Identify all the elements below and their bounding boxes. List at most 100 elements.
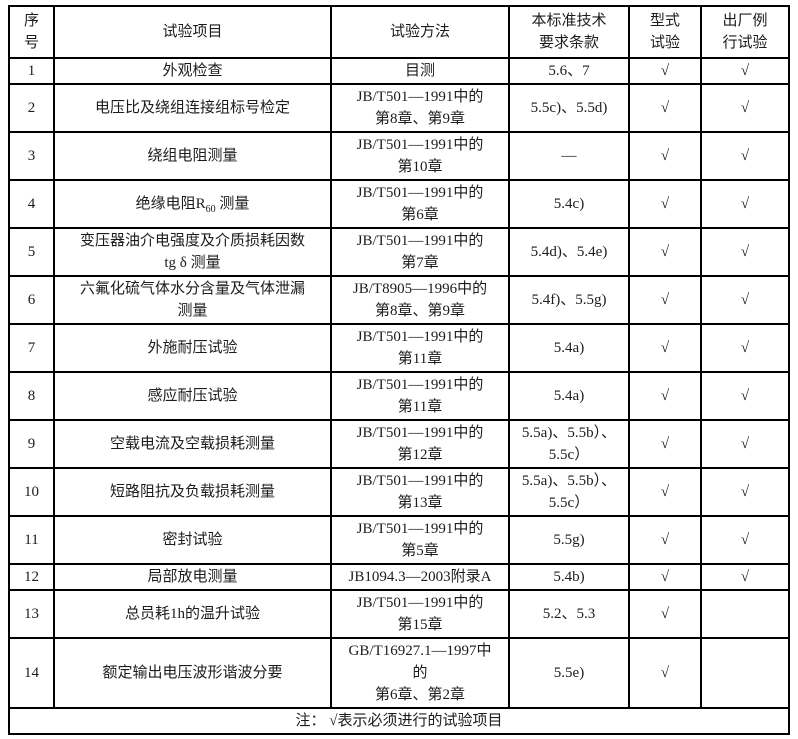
cell-line: 5.4d)、5.4e) bbox=[530, 244, 608, 260]
cell-no: 12 bbox=[8, 563, 55, 591]
note-cell: 注： √表示必须进行的试验项目 bbox=[8, 707, 790, 735]
table-row: 7 外施耐压试验 JB/T501—1991中的 第11章 5.4a) √ √ bbox=[8, 323, 790, 373]
cell-line: 绝缘电阻R60 测量 bbox=[57, 193, 328, 215]
cell-no: 1 bbox=[8, 57, 55, 85]
cell-clause: 5.4a) bbox=[508, 323, 630, 373]
cell-item: 感应耐压试验 bbox=[53, 371, 332, 421]
table-row: 9 空载电流及空载损耗测量 JB/T501—1991中的 第12章 5.5a)、5.5b… bbox=[8, 419, 790, 469]
cell-type-test: √ bbox=[628, 179, 702, 229]
cell-line: GB/T16927.1—1997中 bbox=[348, 643, 492, 659]
cell-line: 第13章 bbox=[397, 495, 443, 511]
cell-line: 第8章、第9章 bbox=[374, 303, 465, 319]
cell-line: 5.5a)、5.5b）、 bbox=[521, 425, 617, 441]
cell-item: 外观检查 bbox=[53, 57, 332, 85]
cell-clause: 5.4f)、5.5g) bbox=[508, 275, 630, 325]
cell-item: 局部放电测量 bbox=[53, 563, 332, 591]
header-col-clause: 本标准技术 要求条款 bbox=[508, 5, 630, 59]
check-mark: √ bbox=[740, 484, 750, 500]
cell-line: 第15章 bbox=[397, 617, 443, 633]
cell-line: 密封试验 bbox=[162, 532, 223, 548]
cell-line: 变压器油介电强度及介质损耗因数 bbox=[79, 233, 305, 249]
cell-type-test: √ bbox=[628, 467, 702, 517]
cell-line: JB/T501—1991中的 bbox=[356, 233, 484, 249]
table-row: 13 总员耗1h的温升试验 JB/T501—1991中的 第15章 5.2、5.3 √ bbox=[8, 589, 790, 639]
cell-routine-test: √ bbox=[700, 467, 790, 517]
cell-line: 5.4a) bbox=[553, 340, 585, 356]
cell-clause: 5.5a)、5.5b）、 5.5c） bbox=[508, 467, 630, 517]
cell-line: 5 bbox=[27, 244, 36, 260]
note-row: 注： √表示必须进行的试验项目 bbox=[8, 707, 790, 735]
test-items-table: 序号试验项目 试验方法 本标准技术 要求条款 型式 试验 出厂例 行试验 1 外观检查 目测 5.6… bbox=[8, 5, 790, 735]
cell-line: JB/T501—1991中的 bbox=[356, 377, 484, 393]
cell-type-test: √ bbox=[628, 563, 702, 591]
check-mark bbox=[704, 603, 786, 625]
cell-line: 短路阻抗及负载损耗测量 bbox=[109, 484, 275, 500]
cell-type-test: √ bbox=[628, 515, 702, 565]
check-mark: √ bbox=[660, 100, 670, 116]
cell-line: 第8章、第9章 bbox=[374, 111, 465, 127]
cell-no: 9 bbox=[8, 419, 55, 469]
check-mark: √ bbox=[740, 244, 750, 260]
cell-line: 5.2、5.3 bbox=[542, 606, 596, 622]
cell-routine-test: √ bbox=[700, 275, 790, 325]
cell-no: 14 bbox=[8, 637, 55, 709]
cell-method: JB/T501—1991中的 第10章 bbox=[330, 131, 510, 181]
cell-type-test: √ bbox=[628, 589, 702, 639]
cell-type-test: √ bbox=[628, 637, 702, 709]
cell-no: 8 bbox=[8, 371, 55, 421]
cell-line: 5.6、7 bbox=[548, 63, 590, 79]
cell-method: JB/T501—1991中的 第13章 bbox=[330, 467, 510, 517]
cell-line: 第11章 bbox=[397, 399, 443, 415]
cell-type-test: √ bbox=[628, 323, 702, 373]
cell-line: JB/T501—1991中的 bbox=[356, 473, 484, 489]
cell-no: 2 bbox=[8, 83, 55, 133]
header-line: 本标准技术 bbox=[531, 13, 607, 29]
header-col-no: 序号 bbox=[8, 5, 55, 59]
cell-item: 电压比及绕组连接组标号检定 bbox=[53, 83, 332, 133]
cell-no: 10 bbox=[8, 467, 55, 517]
cell-line: 5.4a) bbox=[553, 388, 585, 404]
header-col-method: 试验方法 bbox=[330, 5, 510, 59]
header-line: 试验 bbox=[649, 35, 680, 51]
check-mark: √ bbox=[740, 340, 750, 356]
cell-item: 外施耐压试验 bbox=[53, 323, 332, 373]
cell-item: 空载电流及空载损耗测量 bbox=[53, 419, 332, 469]
check-mark: √ bbox=[660, 196, 670, 212]
cell-line: 5.5e) bbox=[553, 665, 585, 681]
cell-line: 5.5g) bbox=[553, 532, 585, 548]
subscript-text: 60 bbox=[205, 204, 216, 215]
cell-item: 绝缘电阻R60 测量 bbox=[53, 179, 332, 229]
cell-line: 5.5a)、5.5b）、 bbox=[521, 473, 617, 489]
check-mark bbox=[704, 662, 786, 684]
cell-line: 5.4b) bbox=[553, 569, 585, 585]
cell-item: 短路阻抗及负载损耗测量 bbox=[53, 467, 332, 517]
cell-method: JB/T501—1991中的 第8章、第9章 bbox=[330, 83, 510, 133]
cell-line: JB/T8905—1996中的 bbox=[352, 281, 488, 297]
check-mark: √ bbox=[740, 100, 750, 116]
header-line: 要求条款 bbox=[538, 35, 599, 51]
cell-line: 12 bbox=[24, 569, 39, 585]
cell-method: 目测 bbox=[330, 57, 510, 85]
cell-line: tg δ 测量 bbox=[164, 255, 221, 271]
table-row: 10 短路阻抗及负载损耗测量 JB/T501—1991中的 第13章 5.5a)、5.5… bbox=[8, 467, 790, 517]
cell-line: 3 bbox=[27, 148, 36, 164]
cell-type-test: √ bbox=[628, 227, 702, 277]
cell-line: 第5章 bbox=[401, 543, 439, 559]
header-line: 试验项目 bbox=[162, 24, 223, 40]
cell-method: JB/T501—1991中的 第6章 bbox=[330, 179, 510, 229]
cell-clause: 5.4c) bbox=[508, 179, 630, 229]
cell-text: 测量 bbox=[215, 196, 250, 212]
table-row: 6 六氟化硫气体水分含量及气体泄漏 测量 JB/T8905—1996中的 第8章、第9章… bbox=[8, 275, 790, 325]
cell-clause: — bbox=[508, 131, 630, 181]
header-line: 试验方法 bbox=[389, 24, 450, 40]
cell-routine-test: √ bbox=[700, 419, 790, 469]
cell-clause: 5.5a)、5.5b）、 5.5c） bbox=[508, 419, 630, 469]
cell-line: 第6章 bbox=[401, 207, 439, 223]
check-mark: √ bbox=[660, 244, 670, 260]
table-row: 5 变压器油介电强度及介质损耗因数 tg δ 测量 JB/T501—1991中的 第7章… bbox=[8, 227, 790, 277]
cell-method: JB/T501—1991中的 第12章 bbox=[330, 419, 510, 469]
cell-line: 空载电流及空载损耗测量 bbox=[109, 436, 275, 452]
cell-line: JB/T501—1991中的 bbox=[356, 425, 484, 441]
check-mark: √ bbox=[740, 292, 750, 308]
